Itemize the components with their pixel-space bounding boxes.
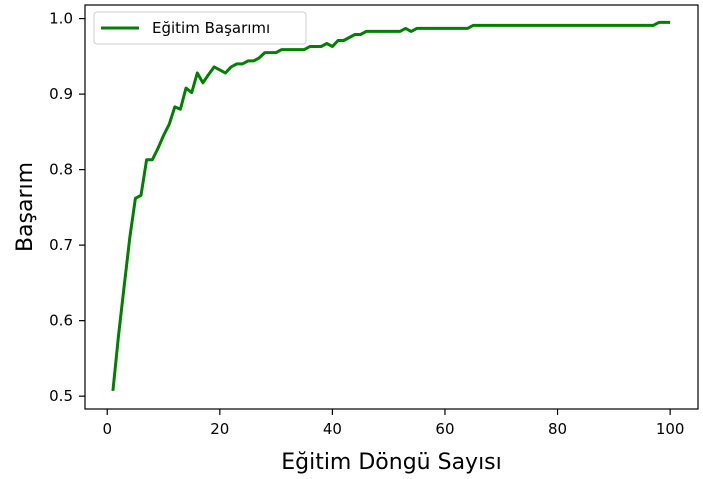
y-tick-label: 0.7 bbox=[49, 236, 73, 254]
legend: Eğitim Başarımı bbox=[93, 11, 307, 45]
y-tick-label: 0.6 bbox=[49, 312, 73, 330]
legend-label: Eğitim Başarımı bbox=[152, 19, 270, 37]
y-tick-label: 0.9 bbox=[49, 85, 73, 103]
y-tick-label: 1.0 bbox=[49, 10, 73, 28]
x-tick-label: 80 bbox=[548, 420, 567, 438]
x-tick-label: 40 bbox=[323, 420, 342, 438]
x-axis-label: Eğitim Döngü Sayısı bbox=[281, 450, 502, 475]
y-axis-ticks: 0.5 0.6 0.7 0.8 0.9 1.0 bbox=[49, 10, 85, 405]
x-tick-label: 100 bbox=[656, 420, 685, 438]
plot-frame bbox=[84, 4, 699, 410]
y-axis-label: Başarım bbox=[13, 162, 38, 252]
series-line-egitim-basarimi bbox=[111, 20, 671, 392]
legend-box bbox=[93, 11, 307, 45]
x-tick-label: 0 bbox=[102, 420, 112, 438]
y-tick-label: 0.8 bbox=[49, 161, 73, 179]
y-tick-label: 0.5 bbox=[49, 387, 73, 405]
x-tick-label: 60 bbox=[435, 420, 454, 438]
x-tick-label: 20 bbox=[210, 420, 229, 438]
x-axis-ticks: 0 20 40 60 80 100 bbox=[102, 409, 684, 438]
